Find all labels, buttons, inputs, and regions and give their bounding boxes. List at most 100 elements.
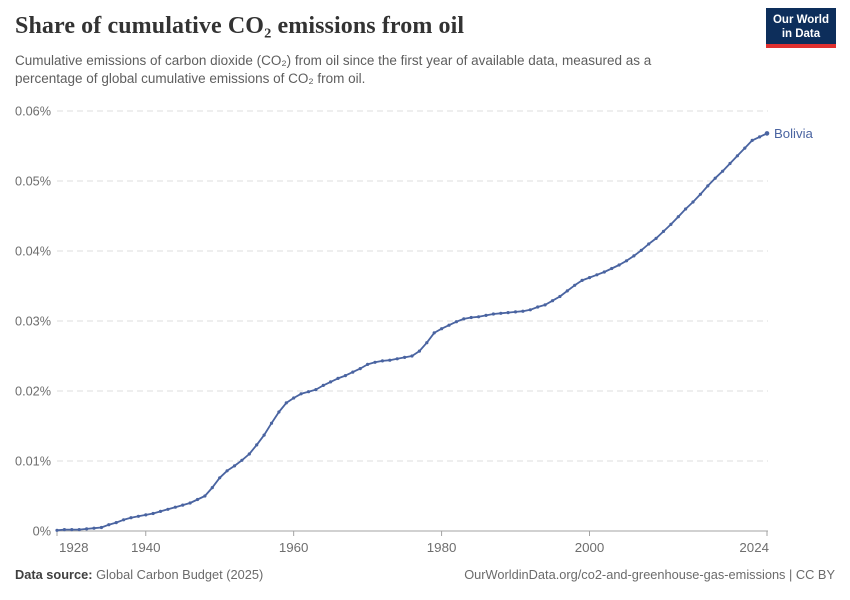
data-point[interactable] <box>181 503 185 507</box>
data-point[interactable] <box>158 509 163 513</box>
data-point[interactable] <box>136 514 140 518</box>
data-point[interactable] <box>432 331 436 335</box>
data-point[interactable] <box>728 161 732 166</box>
data-point[interactable] <box>99 525 103 530</box>
data-point[interactable] <box>403 355 407 359</box>
data-point[interactable] <box>77 528 81 532</box>
data-point[interactable] <box>750 138 754 142</box>
data-point[interactable] <box>647 242 651 246</box>
data-point[interactable] <box>262 433 266 437</box>
data-point[interactable] <box>188 501 192 505</box>
data-point[interactable] <box>610 266 614 271</box>
data-point[interactable] <box>247 452 251 456</box>
data-point[interactable] <box>513 310 518 314</box>
data-point[interactable] <box>573 283 577 287</box>
data-point[interactable] <box>122 518 126 522</box>
data-point[interactable] <box>195 497 200 502</box>
data-point[interactable] <box>410 354 414 358</box>
data-point[interactable] <box>70 528 74 532</box>
data-point[interactable] <box>55 528 59 532</box>
data-point[interactable] <box>595 273 599 277</box>
data-point[interactable] <box>240 458 244 462</box>
data-point[interactable] <box>306 390 311 394</box>
data-point[interactable] <box>351 370 355 374</box>
data-point[interactable] <box>62 528 66 532</box>
data-point[interactable] <box>218 476 222 480</box>
data-point[interactable] <box>617 263 621 267</box>
data-point[interactable] <box>225 469 229 473</box>
data-point[interactable] <box>321 383 325 387</box>
data-point[interactable] <box>721 169 725 173</box>
data-point[interactable] <box>425 341 429 345</box>
data-point[interactable] <box>764 131 770 136</box>
data-point[interactable] <box>669 222 673 226</box>
data-point[interactable] <box>329 380 333 384</box>
owid-citation-link[interactable]: OurWorldinData.org/co2-and-greenhouse-ga… <box>464 567 835 582</box>
data-point[interactable] <box>114 521 118 525</box>
owid-logo[interactable]: Our World in Data <box>765 8 836 48</box>
data-point[interactable] <box>580 278 584 282</box>
data-point[interactable] <box>269 421 274 425</box>
data-point[interactable] <box>698 192 703 196</box>
data-point[interactable] <box>447 323 451 327</box>
data-point[interactable] <box>380 359 384 363</box>
data-point[interactable] <box>676 215 680 219</box>
data-point[interactable] <box>92 526 96 530</box>
data-point[interactable] <box>255 443 259 447</box>
data-point[interactable] <box>654 236 658 240</box>
data-point[interactable] <box>735 154 740 158</box>
data-point[interactable] <box>292 396 296 400</box>
data-point[interactable] <box>521 309 525 313</box>
data-point[interactable] <box>343 374 347 378</box>
data-point[interactable] <box>477 315 481 319</box>
data-point[interactable] <box>299 392 303 396</box>
data-point[interactable] <box>528 308 532 312</box>
series-end-label-bolivia[interactable]: Bolivia <box>774 126 814 141</box>
data-point[interactable] <box>210 486 214 490</box>
data-point[interactable] <box>565 289 569 293</box>
data-point[interactable] <box>366 362 370 366</box>
data-point[interactable] <box>85 527 89 531</box>
data-point[interactable] <box>129 516 133 520</box>
data-point[interactable] <box>758 135 762 139</box>
data-point[interactable] <box>506 311 510 315</box>
data-point[interactable] <box>462 317 466 321</box>
data-point[interactable] <box>388 358 392 362</box>
data-point[interactable] <box>107 523 111 527</box>
data-point[interactable] <box>173 505 177 509</box>
data-point[interactable] <box>536 305 540 309</box>
data-point[interactable] <box>203 494 207 498</box>
data-point[interactable] <box>499 311 503 315</box>
data-point[interactable] <box>373 360 377 364</box>
data-point[interactable] <box>454 320 458 324</box>
data-point[interactable] <box>232 464 237 468</box>
data-point[interactable] <box>277 410 281 414</box>
data-point[interactable] <box>691 200 695 204</box>
data-point[interactable] <box>395 357 399 361</box>
data-point[interactable] <box>661 229 666 233</box>
data-point[interactable] <box>144 513 148 517</box>
data-point[interactable] <box>151 511 155 516</box>
data-point[interactable] <box>166 507 170 511</box>
data-point[interactable] <box>543 303 547 307</box>
data-point[interactable] <box>558 294 562 299</box>
data-point[interactable] <box>639 248 643 252</box>
data-point[interactable] <box>684 207 688 211</box>
data-point[interactable] <box>624 259 629 263</box>
data-point[interactable] <box>550 299 555 303</box>
series-line-bolivia[interactable] <box>56 132 768 532</box>
data-point[interactable] <box>417 349 421 353</box>
data-point[interactable] <box>358 367 362 371</box>
data-point[interactable] <box>587 276 592 280</box>
data-point[interactable] <box>491 312 495 316</box>
data-point[interactable] <box>743 146 747 150</box>
data-point[interactable] <box>469 315 473 320</box>
data-point[interactable] <box>706 184 710 188</box>
data-point[interactable] <box>284 401 288 405</box>
data-point[interactable] <box>336 376 340 380</box>
data-point[interactable] <box>440 327 444 331</box>
data-point[interactable] <box>632 254 636 258</box>
data-point[interactable] <box>602 270 606 274</box>
data-point[interactable] <box>713 176 717 180</box>
